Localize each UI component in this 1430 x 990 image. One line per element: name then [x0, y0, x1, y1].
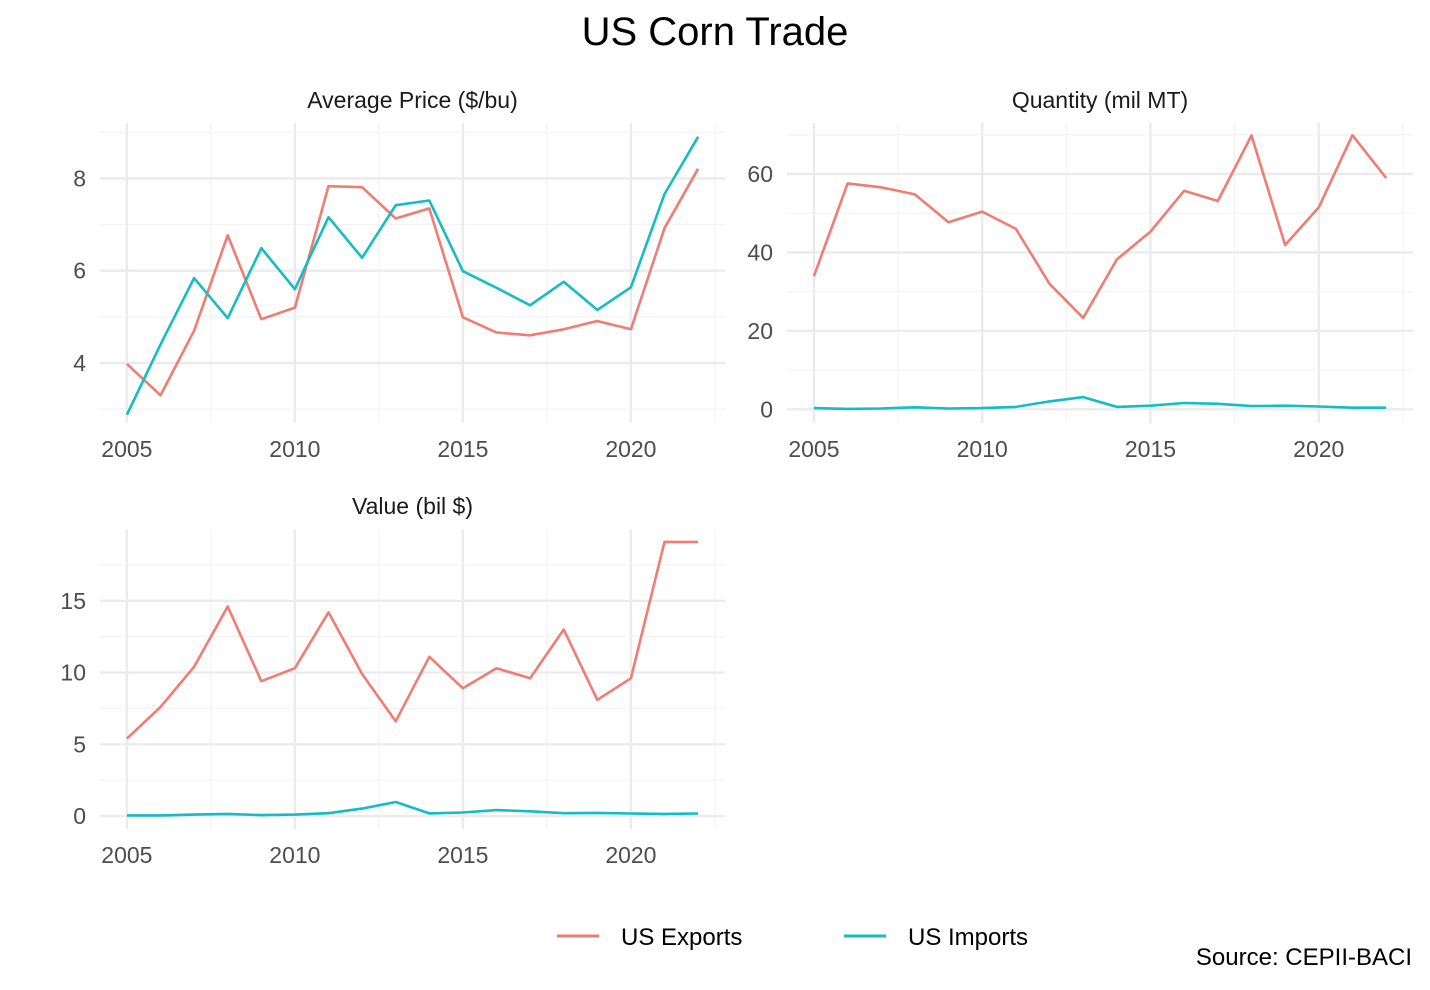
- x-tick-label: 2010: [269, 842, 320, 868]
- legend-label: US Exports: [621, 924, 742, 951]
- y-tick-label: 8: [73, 165, 86, 191]
- y-tick-label: 60: [747, 161, 773, 187]
- chart-title: US Corn Trade: [581, 10, 849, 54]
- series-line-exports: [812, 133, 1388, 320]
- y-tick-label: 0: [73, 803, 86, 829]
- x-tick-label: 2015: [437, 842, 488, 868]
- legend-item: US Exports: [557, 924, 742, 951]
- x-tick-label: 2005: [101, 842, 152, 868]
- x-tick-label: 2015: [1125, 436, 1176, 462]
- x-tick-label: 2020: [605, 842, 656, 868]
- x-tick-label: 2020: [1293, 436, 1344, 462]
- panel-1: Average Price ($/bu) 2005 2010 2015 2020 4 6 8: [73, 87, 725, 462]
- series-line-imports: [813, 395, 1387, 411]
- x-tick-label: 2005: [101, 436, 152, 462]
- series-line-exports: [126, 168, 700, 397]
- y-tick-label: 10: [60, 660, 86, 686]
- x-tick-label: 2015: [437, 436, 488, 462]
- x-tick-label: 2010: [269, 436, 320, 462]
- y-tick-label: 5: [73, 731, 86, 757]
- panel-title: Value (bil $): [352, 493, 473, 519]
- legend-item: US Imports: [844, 924, 1028, 951]
- panel-title: Quantity (mil MT): [1012, 87, 1188, 113]
- series-line-imports: [126, 800, 699, 817]
- y-tick-label: 40: [747, 239, 773, 265]
- panel-title: Average Price ($/bu): [307, 87, 518, 113]
- y-tick-label: 6: [73, 258, 86, 284]
- x-tick-label: 2010: [957, 436, 1008, 462]
- y-tick-label: 20: [747, 318, 773, 344]
- series-line-imports: [125, 136, 700, 416]
- series-line-exports: [126, 540, 699, 740]
- y-tick-label: 4: [73, 350, 86, 376]
- legend: US Exports US Imports: [557, 924, 1028, 951]
- source-caption: Source: CEPII-BACI: [1195, 944, 1412, 971]
- y-tick-label: 0: [760, 396, 773, 422]
- panel-3: Value (bil $) 2005 2010 2015 2020 0 5 10 15: [60, 493, 725, 868]
- y-tick-label: 15: [60, 588, 86, 614]
- x-tick-label: 2005: [788, 436, 839, 462]
- panel-2: Quantity (mil MT) 2005 2010 2015 2020 0 20 40 60: [747, 87, 1413, 462]
- x-tick-label: 2020: [605, 436, 656, 462]
- legend-label: US Imports: [908, 924, 1028, 951]
